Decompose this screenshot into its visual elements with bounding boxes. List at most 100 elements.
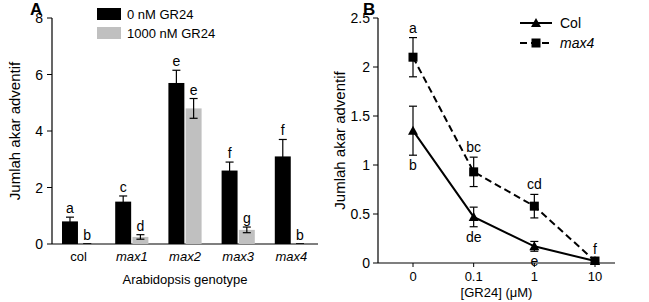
error-line: [123, 196, 124, 207]
y-tick-label: 2: [35, 180, 43, 196]
point: [591, 257, 600, 265]
error-cap: [279, 173, 287, 174]
error-cap: [226, 178, 234, 179]
y-axis: [377, 18, 378, 263]
significance-letter: b: [409, 157, 417, 173]
error-bar: [470, 157, 478, 186]
error-cap: [409, 37, 417, 38]
error-cap: [119, 207, 127, 208]
legend-label: Col: [560, 15, 581, 31]
error-cap: [243, 226, 251, 227]
significance-letter: e: [190, 82, 198, 98]
error-cap: [409, 76, 417, 77]
error-bar: [530, 194, 538, 218]
y-tick: [373, 18, 378, 19]
bar: [222, 171, 238, 244]
x-tick-label: max4: [276, 249, 308, 264]
error-cap: [470, 207, 478, 208]
error-bar: [296, 244, 304, 245]
error-cap: [66, 217, 74, 218]
series-line: [413, 131, 595, 261]
significance-letter: g: [243, 210, 251, 226]
error-cap: [409, 106, 417, 107]
significance-letter: de: [466, 229, 482, 245]
error-cap: [279, 139, 287, 140]
error-cap: [409, 155, 417, 156]
x-tick: [473, 263, 474, 267]
panel-a: AJumlah akar adventifArabidopsis genotyp…: [6, 0, 318, 287]
legend-label: 1000 nM GR24: [127, 26, 215, 41]
significance-letter: f: [228, 145, 232, 161]
significance-letter: a: [66, 200, 74, 216]
figure: AJumlah akar adventifArabidopsis genotyp…: [0, 0, 649, 302]
bar: [292, 244, 308, 245]
x-tick-label: 0: [409, 269, 416, 284]
error-cap: [530, 194, 538, 195]
panel-b: BJumlah akar adventif[GR24] (μM)00.511.5…: [331, 0, 615, 300]
significance-letter: d: [137, 218, 145, 234]
bar: [186, 108, 202, 244]
y-tick-label: 0: [35, 236, 43, 252]
error-bar: [66, 217, 74, 225]
significance-letter: b: [83, 227, 91, 243]
x-tick-label: 1: [531, 269, 538, 284]
series-line: [413, 57, 595, 261]
y-tick: [47, 187, 52, 188]
legend-marker: [532, 39, 541, 48]
error-bar: [83, 244, 91, 245]
point: [530, 202, 539, 211]
letters: bdeeabccdf: [409, 20, 597, 270]
y-tick: [373, 116, 378, 117]
error-cap: [470, 226, 478, 227]
y-tick: [47, 244, 52, 245]
error-cap: [66, 225, 74, 226]
point: [529, 241, 539, 250]
error-cap: [172, 95, 180, 96]
y-tick-label: 0.5: [351, 206, 371, 222]
significance-letter: e: [172, 53, 180, 69]
y-tick: [47, 18, 52, 19]
error-bar: [119, 196, 127, 207]
error-cap: [83, 243, 91, 244]
y-tick: [373, 263, 378, 264]
error-line: [246, 227, 247, 233]
significance-letter: f: [593, 241, 597, 257]
error-cap: [172, 70, 180, 71]
error-cap: [136, 234, 144, 235]
error-bar: [470, 207, 478, 227]
error-line: [140, 235, 141, 240]
legend-swatch: [97, 8, 121, 20]
x-axis-label: [GR24] (μM): [461, 285, 533, 300]
error-cap: [243, 232, 251, 233]
error-cap: [226, 161, 234, 162]
x-tick-label: 0.1: [465, 269, 483, 284]
error-cap: [83, 243, 91, 244]
legend-marker: [531, 18, 541, 27]
y-tick: [47, 131, 52, 132]
error-cap: [530, 217, 538, 218]
letters: aceffbdegb: [66, 53, 304, 243]
error-bar: [409, 106, 417, 155]
legend-swatch: [97, 27, 121, 39]
error-bar: [279, 139, 287, 173]
legend-label: max4: [560, 35, 594, 51]
point: [469, 167, 478, 176]
bars: [62, 70, 304, 244]
error-line: [69, 217, 70, 225]
error-cap: [190, 98, 198, 99]
y-tick-label: 2.5: [351, 10, 371, 26]
significance-letter: bc: [466, 139, 481, 155]
significance-letter: a: [409, 20, 417, 36]
error-cap: [470, 186, 478, 187]
error-cap: [296, 243, 304, 244]
y-axis-label: Jumlah akar adventif: [331, 70, 348, 209]
legend-label: 0 nM GR24: [127, 7, 193, 22]
point: [408, 126, 418, 135]
significance-letter: c: [120, 179, 127, 195]
bar: [168, 83, 184, 244]
y-tick: [373, 165, 378, 166]
y-axis-label: Jumlah akar adventif: [6, 61, 23, 200]
x-tick-label: 10: [588, 269, 602, 284]
point: [469, 212, 479, 221]
x-tick-label: max2: [169, 249, 202, 264]
